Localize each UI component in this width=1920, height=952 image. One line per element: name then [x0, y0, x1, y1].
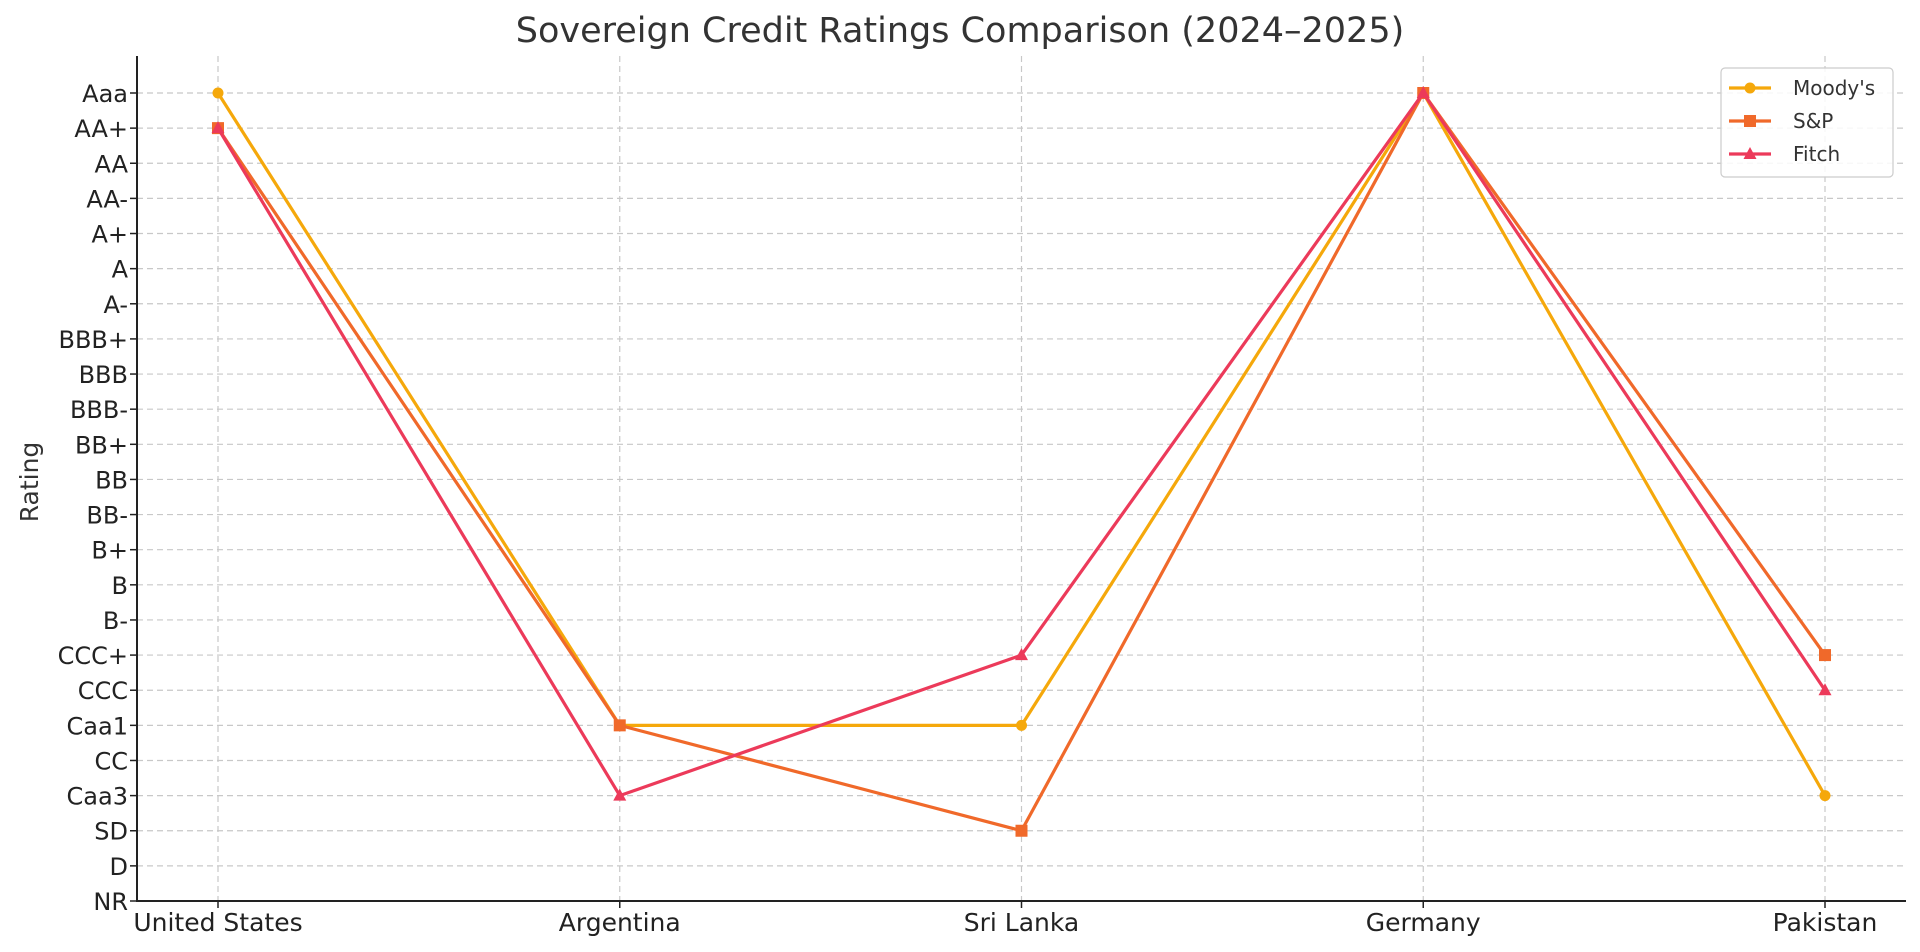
- y-tick-label: CCC: [78, 677, 128, 705]
- y-tick-label: B-: [103, 607, 128, 635]
- legend: Moody's S&P Fitch: [1720, 67, 1894, 178]
- data-point: [1016, 719, 1027, 731]
- legend-marker: [1743, 147, 1757, 159]
- legend-label: Fitch: [1793, 142, 1840, 166]
- data-point: [1819, 649, 1831, 662]
- y-tick-label: BBB+: [58, 326, 128, 354]
- data-point: [1416, 86, 1430, 98]
- legend-marker: [1744, 115, 1756, 127]
- legend-item: Fitch: [1729, 142, 1840, 166]
- x-tick-label: Pakistan: [1773, 908, 1878, 937]
- legend-marker: [1744, 82, 1756, 94]
- y-tick-label: BBB-: [70, 396, 128, 424]
- series-2: [211, 86, 1832, 801]
- data-point: [1015, 648, 1028, 661]
- x-axis-ticks: United States Argentina Sri Lanka Germany Pa…: [133, 901, 1877, 937]
- y-axis-label: Rating: [15, 442, 44, 523]
- x-tick-label: Argentina: [559, 908, 681, 937]
- y-tick-label: A: [112, 256, 129, 284]
- chart-title: Sovereign Credit Ratings Comparison (202…: [516, 11, 1405, 51]
- legend-item: S&P: [1729, 109, 1833, 133]
- legend-item: Moody's: [1729, 76, 1875, 100]
- data-point: [1818, 683, 1832, 696]
- y-tick-label: Aaa: [82, 80, 128, 108]
- y-axis-ticks: NRDSDCaa3CCCaa1CCCCCC+B-BB+BB-BBBB+BBB-B…: [58, 80, 137, 916]
- y-tick-label: AA-: [86, 185, 128, 213]
- y-tick-label: B: [112, 572, 128, 600]
- data-point: [211, 121, 225, 134]
- y-tick-label: NR: [93, 888, 128, 916]
- legend-label: S&P: [1793, 109, 1833, 133]
- grid: [137, 56, 1906, 902]
- data-point: [1015, 824, 1028, 837]
- x-tick-label: Sri Lanka: [964, 908, 1080, 937]
- y-tick-label: Caa1: [67, 712, 128, 740]
- y-tick-label: CCC+: [58, 642, 128, 670]
- x-tick-label: Germany: [1366, 908, 1481, 937]
- y-tick-label: BBB: [79, 361, 128, 389]
- x-tick-label: United States: [133, 908, 302, 937]
- y-tick-label: BB: [95, 466, 128, 494]
- data-point: [212, 87, 224, 99]
- y-tick-label: A-: [103, 291, 128, 319]
- y-tick-label: BB+: [75, 431, 128, 459]
- y-tick-label: A+: [91, 221, 128, 249]
- axes: [136, 56, 1906, 902]
- data-point: [613, 788, 627, 801]
- y-tick-label: AA+: [74, 115, 128, 143]
- series-group: [211, 86, 1832, 837]
- y-tick-label: SD: [94, 818, 128, 846]
- legend-label: Moody's: [1793, 76, 1875, 100]
- legend-frame: [1720, 67, 1894, 178]
- y-tick-label: Caa3: [67, 783, 128, 811]
- data-point: [1819, 790, 1831, 802]
- y-tick-label: BB-: [86, 502, 128, 530]
- y-tick-label: B+: [91, 537, 128, 565]
- y-tick-label: AA: [94, 150, 128, 178]
- data-point: [613, 719, 626, 732]
- series-0: [212, 87, 1831, 802]
- y-tick-label: D: [110, 853, 128, 881]
- y-tick-label: CC: [94, 747, 128, 775]
